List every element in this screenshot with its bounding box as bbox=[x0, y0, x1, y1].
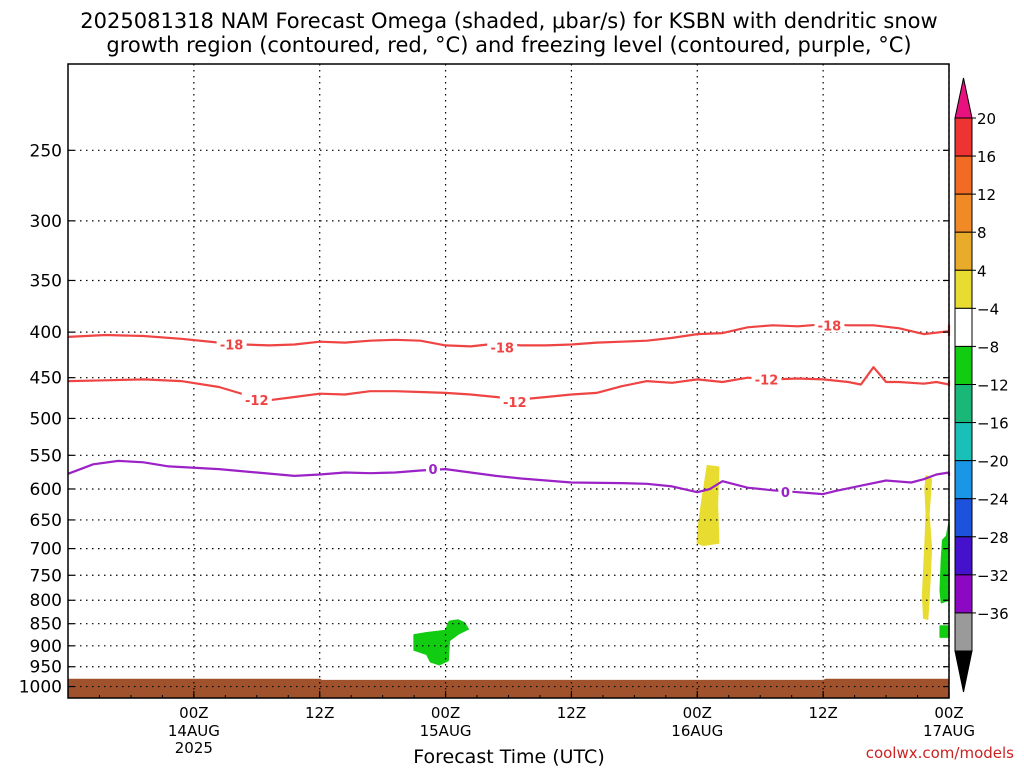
y-tick-label: 800 bbox=[30, 591, 62, 611]
y-tick-label: 850 bbox=[30, 615, 62, 635]
x-tick-sublabel: 17AUG bbox=[923, 722, 975, 740]
contour-label-bg bbox=[814, 317, 845, 333]
contour-line--18 bbox=[67, 323, 951, 348]
contour-label: -12 bbox=[245, 394, 269, 409]
contour-label: -12 bbox=[755, 373, 779, 388]
x-tick-label: 00Z bbox=[179, 704, 208, 722]
yellow-region-16aug bbox=[696, 464, 720, 547]
green-region-15aug bbox=[413, 619, 469, 666]
omega-shading-layer bbox=[413, 464, 950, 666]
colorbar-swatch bbox=[954, 307, 973, 347]
y-axis: 2503003504004505005506006507007508008509… bbox=[19, 141, 949, 698]
colorbar-swatch bbox=[954, 345, 973, 385]
contour-label: -18 bbox=[818, 319, 842, 334]
colorbar-swatch bbox=[954, 193, 973, 233]
colorbar-bottom-triangle bbox=[954, 650, 973, 693]
x-tick-sublabel: 15AUG bbox=[420, 722, 472, 740]
x-axis-label: Forecast Time (UTC) bbox=[413, 746, 604, 768]
y-tick-label: 550 bbox=[30, 446, 62, 466]
x-tick-label: 00Z bbox=[683, 704, 712, 722]
contour-label: -12 bbox=[503, 396, 527, 411]
terrain-layer bbox=[68, 678, 949, 698]
contour-label-bg bbox=[751, 371, 782, 387]
green-region-17aug-upper bbox=[939, 522, 950, 604]
colorbar-swatch bbox=[954, 155, 973, 195]
colorbar-swatch bbox=[954, 612, 973, 652]
contour-label-bg bbox=[778, 484, 793, 500]
y-tick-label: 1000 bbox=[19, 678, 62, 698]
colorbar-swatch bbox=[954, 384, 973, 424]
x-tick-sublabel: 2025 bbox=[175, 739, 213, 757]
contour-label-bg bbox=[216, 336, 247, 352]
colorbar-label: 20 bbox=[977, 110, 996, 128]
y-tick-label: 700 bbox=[30, 540, 62, 560]
plot-frame bbox=[67, 63, 950, 699]
x-tick-label: 00Z bbox=[431, 704, 460, 722]
contour-label-bg bbox=[241, 392, 272, 408]
y-tick-label: 400 bbox=[30, 323, 62, 343]
colorbar-label: −24 bbox=[977, 491, 1009, 509]
x-tick-label: 12Z bbox=[305, 704, 334, 722]
contour-label-bg bbox=[499, 393, 530, 409]
colorbar-swatch bbox=[954, 460, 973, 500]
y-tick-label: 250 bbox=[30, 141, 62, 161]
y-tick-label: 350 bbox=[30, 271, 62, 291]
colorbar-swatch bbox=[954, 231, 973, 271]
colorbar-swatch bbox=[954, 422, 973, 462]
colorbar-swatch bbox=[954, 536, 973, 576]
x-tick-label: 12Z bbox=[808, 704, 837, 722]
x-tick-label: 12Z bbox=[557, 704, 586, 722]
terrain-fill bbox=[68, 678, 949, 698]
contour-label: 0 bbox=[428, 463, 437, 478]
y-tick-label: 450 bbox=[30, 369, 62, 389]
chart-title-line-1: 2025081318 NAM Forecast Omega (shaded, μ… bbox=[80, 9, 937, 33]
colorbar-label: 4 bbox=[977, 262, 987, 280]
contour-line-0 bbox=[67, 459, 951, 496]
colorbar-label: −4 bbox=[977, 300, 999, 318]
colorbar-swatch bbox=[954, 269, 973, 309]
contour-label: -18 bbox=[490, 341, 514, 356]
y-tick-label: 750 bbox=[30, 566, 62, 586]
colorbar-label: 8 bbox=[977, 224, 987, 242]
colorbar: 20 16 12 8 4 −4 −8 −12 −16 −20 −24 −28 −32 −36 bbox=[954, 77, 1009, 693]
contour-label: -18 bbox=[220, 338, 244, 353]
credit-text: coolwx.com/models bbox=[866, 744, 1014, 762]
colorbar-label: 12 bbox=[977, 186, 996, 204]
colorbar-swatch bbox=[954, 574, 973, 614]
contour-label: 0 bbox=[781, 486, 790, 501]
chart-title-line-2: growth region (contoured, red, °C) and f… bbox=[106, 33, 911, 57]
colorbar-label: −28 bbox=[977, 529, 1009, 547]
contour-label-bg bbox=[487, 339, 518, 355]
green-region-17aug-lower bbox=[939, 625, 950, 638]
colorbar-swatch bbox=[954, 117, 973, 157]
colorbar-swatch bbox=[954, 498, 973, 538]
y-tick-label: 950 bbox=[30, 658, 62, 678]
y-tick-label: 300 bbox=[30, 212, 62, 232]
x-tick-sublabel: 16AUG bbox=[671, 722, 723, 740]
colorbar-label: −8 bbox=[977, 338, 999, 356]
colorbar-label: −36 bbox=[977, 605, 1009, 623]
colorbar-label: −20 bbox=[977, 453, 1009, 471]
contour-layer: -18 -18 -18 -12 -12 -12 0 0 bbox=[67, 317, 951, 501]
grid-layer bbox=[68, 64, 950, 698]
colorbar-label: 16 bbox=[977, 148, 996, 166]
contour-label-bg bbox=[425, 461, 440, 477]
y-tick-label: 500 bbox=[30, 409, 62, 429]
y-tick-label: 650 bbox=[30, 511, 62, 531]
y-tick-label: 900 bbox=[30, 637, 62, 657]
colorbar-label: −12 bbox=[977, 377, 1009, 395]
colorbar-label: −32 bbox=[977, 567, 1009, 585]
y-tick-label: 600 bbox=[30, 480, 62, 500]
colorbar-label: −16 bbox=[977, 415, 1009, 433]
x-tick-label: 00Z bbox=[934, 704, 963, 722]
colorbar-top-triangle bbox=[954, 77, 973, 119]
x-tick-sublabel: 14AUG bbox=[168, 722, 220, 740]
yellow-region-17aug bbox=[921, 475, 933, 620]
contour-line--12 bbox=[67, 366, 951, 402]
